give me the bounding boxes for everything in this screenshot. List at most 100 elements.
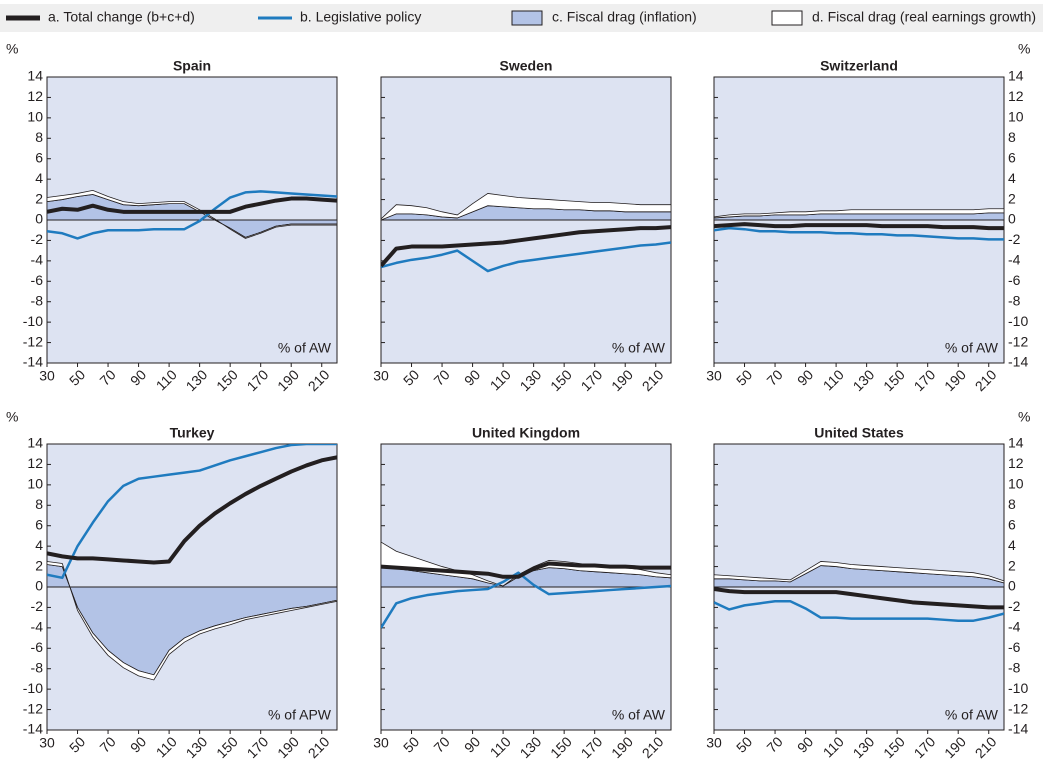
- panel-title: Switzerland: [820, 58, 898, 74]
- x-tick-label: 190: [941, 366, 969, 394]
- panel: Sweden 30 50 70 90 110 130 150 170 190 210 % of AW: [373, 58, 672, 394]
- y-tick-label: 6: [35, 516, 43, 532]
- y-tick-label: 4: [35, 537, 43, 553]
- x-tick-label: 170: [911, 733, 939, 761]
- y-tick-label: -12: [23, 333, 43, 349]
- x-tick-label: 110: [820, 366, 847, 393]
- y-tick-label: -10: [1008, 680, 1028, 696]
- y-tick-label: -4: [1008, 619, 1021, 635]
- panel-title: United States: [814, 425, 904, 441]
- x-tick-label: 30: [706, 368, 722, 384]
- x-tick-label: 70: [430, 366, 452, 388]
- panel: United Kingdom 30 50 70 90 110 130 150 170 190 210…: [373, 425, 672, 761]
- y-tick-label: 6: [1008, 149, 1016, 165]
- y-tick-label: -4: [31, 252, 44, 268]
- y-tick-label: 2: [1008, 557, 1016, 573]
- line-legislative: [381, 241, 671, 273]
- plot: [381, 193, 671, 273]
- x-tick-label: 210: [972, 366, 1000, 394]
- y-tick-label: 10: [27, 109, 43, 125]
- line-total: [47, 196, 337, 214]
- legend-swatch: [511, 10, 543, 26]
- y-tick-label: 2: [35, 557, 43, 573]
- x-tick-label: 190: [608, 733, 636, 761]
- y-tick-label: -8: [31, 659, 44, 675]
- panel-note: % of AW: [945, 340, 999, 356]
- y-tick-label: 14: [1008, 435, 1024, 451]
- y-tick-label: -6: [1008, 272, 1021, 288]
- y-tick-label: 8: [1008, 129, 1016, 145]
- x-tick-label: 190: [941, 733, 969, 761]
- y-tick-label: 12: [1008, 455, 1024, 471]
- y-tick-label: 2: [35, 190, 43, 206]
- x-tick-label: 30: [39, 735, 55, 751]
- line-total: [381, 561, 671, 579]
- x-tick-label: 70: [96, 366, 118, 388]
- plot: [381, 541, 671, 629]
- y-tick-label: 6: [1008, 516, 1016, 532]
- x-tick-label: 50: [733, 366, 755, 388]
- y-tick-label: 12: [27, 455, 43, 471]
- line-legislative: [47, 444, 337, 580]
- x-tick-label: 110: [153, 733, 180, 760]
- x-tick-label: 130: [517, 366, 545, 394]
- panel-title: Sweden: [500, 58, 553, 74]
- y-tick-label: 2: [1008, 190, 1016, 206]
- legend-label: b. Legislative policy: [300, 9, 421, 25]
- x-tick-label: 190: [274, 733, 302, 761]
- panel: Turkey -14 -12 -10 -8 -6 -4 -2 0 2 4 6 8 10 12 14 30 50 70…: [23, 425, 338, 761]
- y-tick-label: 10: [1008, 476, 1024, 492]
- x-tick-label: 90: [794, 733, 816, 755]
- y-unit: %: [6, 409, 18, 425]
- x-tick-label: 70: [430, 733, 452, 755]
- x-tick-label: 50: [400, 733, 422, 755]
- x-tick-label: 210: [639, 366, 667, 394]
- line-legislative: [381, 571, 671, 629]
- line-legislative: [47, 190, 337, 240]
- panel-note: % of AW: [612, 340, 666, 356]
- x-tick-label: 90: [461, 366, 483, 388]
- panel: United States -14 -12 -10 -8 -6 -4 -2 0 2 4 6 8 10 12 1…: [706, 425, 1028, 762]
- x-tick-label: 130: [183, 366, 211, 394]
- y-tick-label: -14: [1008, 354, 1028, 370]
- plot: [714, 208, 1004, 241]
- y-tick-label: 10: [1008, 109, 1024, 125]
- y-tick-label: -8: [31, 292, 44, 308]
- panel: Switzerland -14 -12 -10 -8 -6 -4 -2 0 2 4 6 8 10 12 14 3…: [706, 58, 1028, 395]
- area-real-earnings: [381, 541, 671, 587]
- y-tick-label: 4: [1008, 537, 1016, 553]
- panel-title: Spain: [173, 58, 211, 74]
- panel-note: % of AW: [945, 707, 999, 723]
- y-tick-label: 14: [1008, 68, 1024, 84]
- x-tick-label: 130: [850, 733, 878, 761]
- x-tick-label: 70: [763, 733, 785, 755]
- x-tick-label: 30: [706, 735, 722, 751]
- x-tick-label: 210: [972, 733, 1000, 761]
- x-tick-label: 170: [244, 366, 272, 394]
- y-tick-label: -8: [1008, 292, 1021, 308]
- x-tick-label: 30: [39, 368, 55, 384]
- y-tick-label: -12: [23, 700, 43, 716]
- y-tick-label: 14: [27, 435, 43, 451]
- y-tick-label: -6: [1008, 639, 1021, 655]
- x-tick-label: 110: [153, 366, 180, 393]
- y-tick-label: -14: [23, 354, 43, 370]
- y-tick-label: 12: [27, 88, 43, 104]
- y-tick-label: 0: [1008, 578, 1016, 594]
- y-tick-label: 8: [35, 496, 43, 512]
- y-tick-label: -12: [1008, 333, 1028, 349]
- legend-label: a. Total change (b+c+d): [48, 9, 195, 25]
- line-legislative: [714, 600, 1004, 622]
- y-tick-label: 8: [1008, 496, 1016, 512]
- area-real-earnings: [381, 193, 671, 221]
- y-tick-label: -12: [1008, 700, 1028, 716]
- x-tick-label: 150: [880, 366, 908, 394]
- y-tick-label: 4: [35, 170, 43, 186]
- area-real-earnings: [47, 189, 337, 239]
- panel: Spain -14 -12 -10 -8 -6 -4 -2 0 2 4 6 8 10 12 14 30 50 70 9…: [23, 58, 338, 394]
- x-tick-label: 50: [400, 366, 422, 388]
- y-tick-label: -2: [1008, 231, 1021, 247]
- y-tick-label: -2: [31, 231, 44, 247]
- panel-note: % of AW: [612, 707, 666, 723]
